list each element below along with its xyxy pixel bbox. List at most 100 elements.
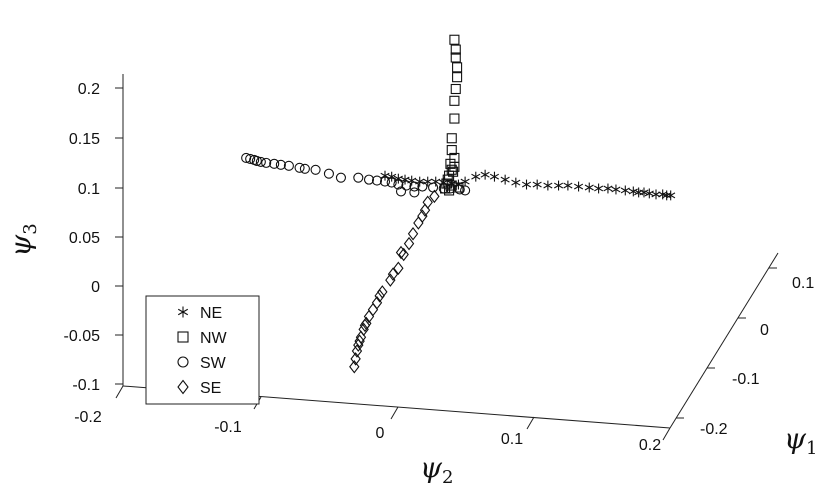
data-point-nw [450, 44, 461, 55]
data-point-ne [553, 180, 564, 191]
data-point-sw [454, 184, 465, 195]
data-point-sw [409, 181, 420, 192]
data-point-nw [452, 72, 463, 83]
psi1-tick-label: -0.1 [732, 371, 760, 388]
data-point-se [363, 309, 375, 324]
data-point-ne [423, 176, 433, 187]
legend: NE NW SW SE [145, 295, 260, 405]
data-point-nw [450, 83, 461, 95]
legend-marker-sw [177, 356, 189, 368]
psi2-tick-mark [115, 385, 124, 399]
psi2-axis-title-sub: 2 [442, 467, 453, 487]
data-point-sw [245, 153, 256, 164]
data-point-ne [594, 183, 604, 194]
data-point-ne [532, 179, 542, 190]
data-point-ne [611, 184, 621, 195]
data-point-ne [500, 174, 510, 185]
data-point-se [413, 216, 424, 230]
data-point-sw [438, 183, 449, 194]
data-point-nw [449, 113, 460, 124]
data-point-ne [489, 171, 500, 182]
data-point-sw [428, 182, 439, 193]
psi2-tick-label: 0 [376, 425, 385, 442]
psi2-tick-label: 0.2 [639, 437, 661, 454]
legend-markers [177, 306, 189, 395]
data-point-se [419, 203, 431, 217]
psi1-tick-label: 0.1 [792, 275, 814, 292]
psi1-axis-line [669, 252, 779, 429]
legend-box [145, 295, 260, 405]
data-point-ne [584, 182, 594, 193]
data-point-sw [299, 163, 310, 174]
data-point-sw [251, 155, 262, 166]
data-point-sw [310, 164, 321, 175]
data-point-sw [275, 159, 286, 170]
data-point-ne [666, 190, 676, 201]
data-point-sw [386, 177, 397, 188]
psi2-tick-label: -0.1 [214, 419, 242, 436]
psi1-axis-title-base: ψ [784, 422, 807, 455]
data-point-se [393, 261, 404, 276]
data-point-se [351, 344, 363, 358]
data-point-nw [446, 164, 457, 175]
data-point-se [417, 209, 428, 223]
psi3-tick-label: 0.1 [78, 181, 100, 198]
data-point-ne [620, 185, 630, 196]
psi2-tick-label: -0.2 [74, 409, 102, 426]
data-point-nw [449, 34, 460, 45]
psi3-tick-label: 0.2 [78, 81, 100, 98]
data-point-se [387, 267, 399, 281]
psi2-tick-mark [662, 427, 671, 441]
data-point-sw [401, 180, 412, 191]
psi3-tick-label: 0.05 [69, 230, 100, 247]
data-point-se [407, 227, 419, 241]
data-point-sw [417, 181, 428, 192]
data-point-ne [431, 176, 441, 187]
psi2-tick-mark [390, 406, 399, 420]
data-point-ne [521, 179, 532, 190]
data-point-ne [563, 180, 573, 191]
data-point-nw [449, 95, 460, 106]
data-point-sw [371, 175, 383, 186]
legend-label-ne: NE [200, 305, 222, 322]
data-point-ne [574, 181, 584, 192]
psi2-axis-title-base: ψ [420, 451, 443, 484]
legend-marker-ne [177, 306, 189, 318]
data-point-ne [628, 186, 638, 197]
data-point-se [429, 189, 440, 204]
data-point-nw [446, 133, 457, 144]
psi1-tick-label: -0.2 [700, 421, 728, 438]
psi1-ticks: 0.1 0 -0.1 -0.2 [676, 267, 814, 438]
legend-marker-se [177, 379, 189, 395]
data-point-ne [471, 171, 481, 182]
legend-label-se: SE [200, 380, 221, 397]
data-point-sw [241, 152, 252, 163]
data-point-ne [639, 187, 649, 198]
data-point-sw [393, 179, 404, 190]
data-point-nw [446, 145, 457, 156]
psi3-ticks: 0.2 0.15 0.1 0.05 0 -0.05 -0.1 [64, 81, 123, 394]
data-point-sw [283, 160, 294, 171]
data-point-sw [294, 162, 305, 173]
data-point-sw [363, 174, 375, 185]
data-point-se [359, 318, 371, 333]
data-point-se [395, 245, 407, 260]
data-point-nw [448, 166, 459, 177]
data-point-nw [452, 62, 463, 73]
data-point-sw [395, 186, 407, 197]
data-point-ne [662, 190, 672, 201]
data-point-ne [543, 180, 553, 191]
psi3-axis-title: ψ3 [4, 223, 41, 256]
data-point-se [377, 285, 388, 299]
psi3-tick-label: 0 [91, 279, 100, 296]
psi2-tick-mark [526, 416, 535, 430]
psi3-tick-label: -0.1 [72, 377, 100, 394]
data-point-ne [415, 176, 425, 187]
data-point-sw [409, 187, 420, 198]
psi1-axis-title-sub: 1 [806, 438, 817, 459]
data-point-ne [603, 183, 613, 194]
data-point-sw [460, 185, 471, 196]
psi1-axis-title: ψ1 [784, 422, 817, 459]
psi3-axis-title-base: ψ [4, 234, 37, 257]
